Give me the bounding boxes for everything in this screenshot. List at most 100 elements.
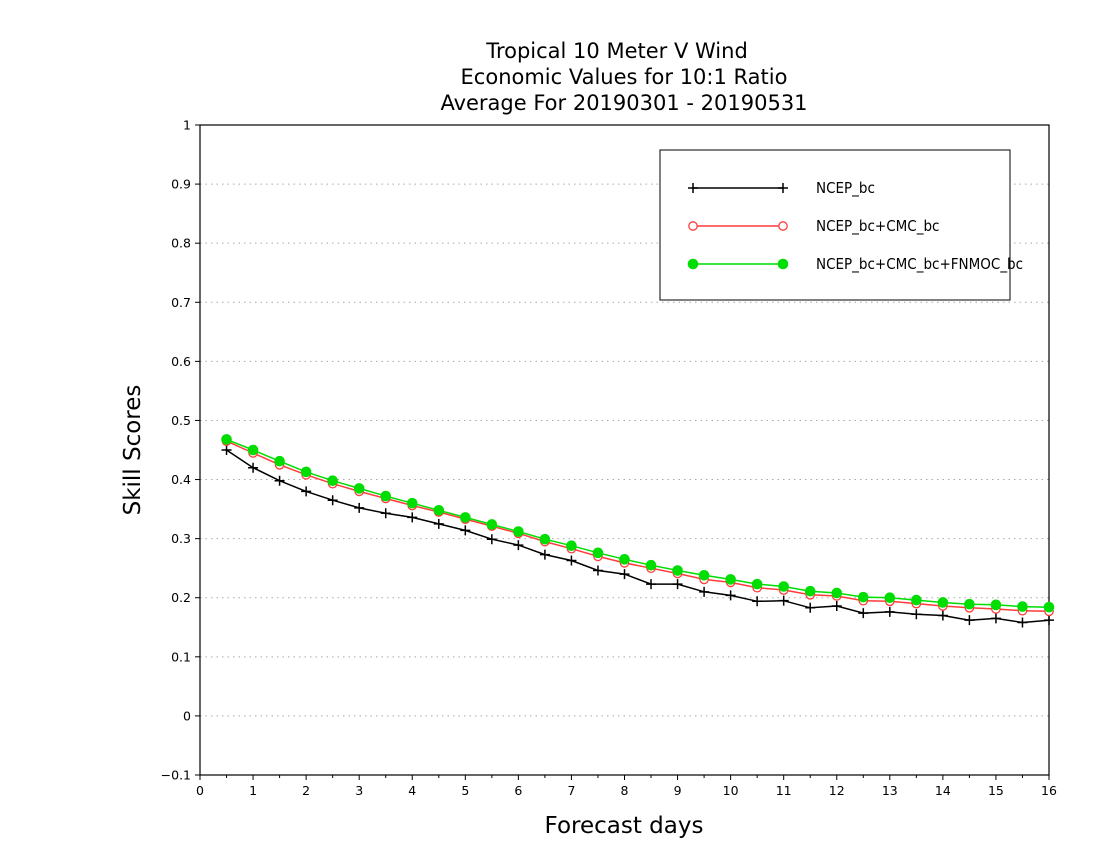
series-ncep-bc-cmc-bc	[221, 436, 1054, 617]
x-tick-label: 6	[514, 783, 522, 798]
data-point	[327, 475, 338, 487]
data-point	[274, 455, 285, 467]
legend-entry-ncep-bc: NCEP_bc	[688, 179, 875, 198]
data-point	[672, 579, 683, 590]
data-point	[221, 445, 232, 455]
y-tick-label: 0.9	[171, 177, 191, 192]
series-line-ncep-bc-cmc-bc-fnmoc-bc	[226, 438, 1050, 608]
x-tick-label: 11	[776, 783, 792, 798]
x-tick-label: 5	[461, 783, 469, 798]
axis-ticks: −0.100.10.20.30.40.50.60.70.80.910 1 2 3 4 5 6…	[161, 118, 1057, 799]
data-point	[1043, 601, 1055, 613]
series-ncep-bc-cmc-bc-fnmoc-bc	[221, 434, 1055, 613]
data-point	[274, 475, 285, 486]
y-tick-label: 0.5	[171, 413, 191, 428]
legend-marker	[777, 258, 789, 270]
data-point	[619, 554, 630, 565]
x-tick-label: 10	[723, 783, 739, 798]
data-point	[486, 519, 498, 530]
data-point	[911, 609, 922, 620]
legend-label: NCEP_bc+CMC_bc+FNMOC_bc	[816, 255, 1023, 274]
data-point	[380, 490, 392, 502]
legend-marker	[688, 221, 698, 231]
data-point	[725, 590, 736, 601]
data-point	[646, 579, 657, 590]
y-axis-title: Skill Scores	[120, 385, 146, 516]
data-point	[406, 497, 418, 509]
data-point	[752, 596, 763, 607]
data-point	[513, 526, 524, 537]
data-point	[513, 540, 524, 551]
data-point	[566, 540, 577, 552]
y-tick-label: 0.3	[171, 531, 191, 546]
data-point	[592, 565, 603, 576]
data-point	[964, 615, 975, 626]
data-point	[354, 502, 365, 513]
y-tick-label: 0.4	[171, 472, 191, 487]
y-tick-label: 0.6	[171, 354, 191, 369]
y-tick-label: 0.8	[171, 236, 191, 251]
data-point	[592, 547, 604, 559]
series-line-ncep-bc	[226, 449, 1050, 624]
data-point	[300, 466, 312, 478]
data-point	[433, 518, 444, 529]
chart-title: Tropical 10 Meter V Wind Economic Values…	[440, 39, 807, 115]
chart-title-line-1: Tropical 10 Meter V Wind	[485, 39, 748, 63]
series	[221, 434, 1055, 628]
data-point	[486, 534, 497, 545]
data-point	[247, 444, 259, 456]
x-tick-label: 2	[302, 783, 310, 798]
data-point	[619, 569, 630, 580]
legend-marker	[778, 183, 788, 193]
data-point	[990, 599, 1002, 611]
x-tick-label: 0	[196, 783, 204, 798]
legend-label: NCEP_bc+CMC_bc	[816, 217, 939, 236]
data-point	[380, 508, 391, 519]
data-point	[990, 613, 1001, 624]
data-point	[460, 512, 471, 523]
x-tick-label: 16	[1041, 783, 1057, 798]
legend-box	[659, 149, 1011, 301]
data-point	[778, 595, 789, 606]
y-tick-label: 0.1	[171, 649, 191, 664]
chart-title-line-3: Average For 20190301 - 20190531	[440, 91, 807, 115]
data-point	[353, 483, 365, 494]
data-point	[248, 462, 259, 473]
y-tick-label: −0.1	[161, 768, 191, 783]
data-point	[698, 569, 710, 581]
data-point	[539, 549, 550, 560]
data-point	[1044, 615, 1054, 626]
data-point	[407, 512, 418, 523]
x-tick-label: 1	[249, 783, 257, 798]
x-tick-label: 3	[355, 783, 363, 798]
data-point	[778, 581, 789, 592]
data-point	[725, 574, 736, 585]
data-point	[831, 587, 843, 599]
data-point	[327, 495, 338, 506]
data-point	[964, 598, 975, 610]
data-point	[460, 525, 471, 536]
data-point	[672, 565, 683, 576]
x-tick-label: 12	[829, 783, 845, 798]
legend-marker	[778, 221, 788, 231]
data-point	[857, 591, 869, 603]
legend: NCEP_bc NCEP_bc+CMC_bc NCEP_bc+CMC_bc+FNMO…	[659, 149, 1023, 301]
legend-entry-ncep-bc-cmc-bc-fnmoc-bc: NCEP_bc+CMC_bc+FNMOC_bc	[687, 255, 1023, 274]
x-tick-label: 8	[621, 783, 629, 798]
data-point	[645, 559, 657, 571]
series-line-ncep-bc-cmc-bc	[226, 440, 1050, 613]
y-tick-label: 0	[183, 708, 191, 723]
y-tick-label: 1	[183, 118, 191, 133]
y-tick-label: 0.2	[171, 590, 191, 605]
legend-marker	[688, 183, 698, 193]
data-point	[937, 610, 948, 621]
x-axis-title: Forecast days	[545, 813, 704, 839]
data-point	[221, 434, 232, 445]
x-tick-label: 13	[882, 783, 898, 798]
x-tick-label: 4	[408, 783, 416, 798]
data-point	[937, 597, 949, 608]
legend-marker	[687, 258, 699, 270]
legend-entry-ncep-bc-cmc-bc: NCEP_bc+CMC_bc	[688, 217, 939, 236]
data-point	[804, 585, 816, 597]
